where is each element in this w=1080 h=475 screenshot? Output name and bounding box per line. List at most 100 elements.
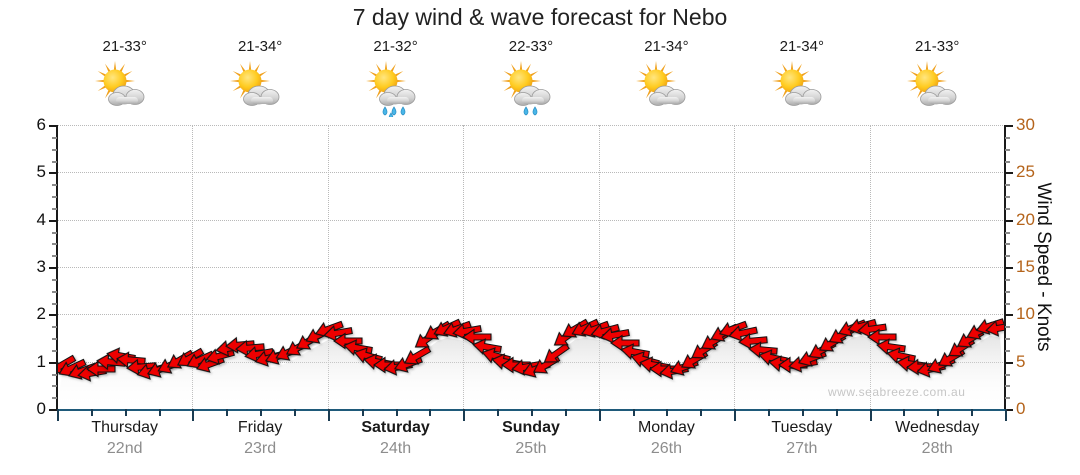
left-axis-line	[56, 125, 58, 409]
x-axis-day-tick	[869, 409, 872, 421]
left-axis-minor-tick	[52, 373, 57, 376]
x-axis-tick	[801, 409, 804, 416]
right-axis-tick-label: 10	[1016, 304, 1035, 324]
left-axis-tick	[49, 361, 57, 364]
right-axis-minor-tick	[1005, 397, 1010, 400]
left-axis-minor-tick	[52, 184, 57, 187]
right-axis-tick-label: 0	[1016, 399, 1026, 418]
wind-arrow	[400, 341, 435, 372]
x-axis-tick	[768, 409, 770, 416]
x-axis-tick	[361, 409, 364, 416]
gridline-horizontal	[57, 219, 1005, 221]
x-axis-tick	[90, 409, 93, 416]
left-axis-minor-tick	[52, 326, 57, 329]
wind-arrow	[86, 360, 116, 378]
x-axis-tick	[395, 409, 398, 416]
day-header-saturday: 21-32°	[328, 38, 463, 122]
right-axis-tick-label: 5	[1016, 351, 1026, 371]
gridline-day-boundary	[734, 125, 736, 409]
gridline-horizontal	[57, 314, 1005, 316]
x-axis-day-tick	[734, 409, 737, 421]
day-date: 22nd	[106, 440, 143, 457]
temperature-range: 21-34°	[237, 38, 283, 55]
sun-cloud-icon	[229, 59, 291, 117]
left-axis-minor-tick	[52, 385, 57, 388]
gridline-horizontal	[57, 267, 1005, 268]
x-axis-day-tick	[1005, 409, 1007, 421]
right-axis-minor-tick	[1005, 290, 1010, 293]
x-axis-day-tick	[327, 409, 330, 421]
right-axis-minor-tick	[1005, 184, 1010, 187]
left-axis-tick-label: 5	[36, 162, 46, 182]
left-axis-minor-tick	[52, 338, 57, 340]
day-name: Saturday	[361, 419, 430, 436]
right-axis-minor-tick	[1005, 326, 1010, 329]
day-header-wednesday: 21-33°	[870, 38, 1005, 122]
right-axis-minor-tick	[1005, 136, 1010, 139]
day-header-tuesday: 21-34°	[734, 38, 869, 122]
x-axis-tick	[226, 409, 229, 416]
temperature-range: 21-34°	[779, 38, 824, 55]
right-axis-minor-tick	[1005, 243, 1010, 246]
left-axis-minor-tick	[52, 397, 57, 400]
day-header-thursday: 21-33°	[57, 38, 192, 122]
right-axis-minor-tick	[1005, 278, 1010, 281]
x-axis-tick	[903, 409, 906, 416]
day-name: Thursday	[91, 419, 159, 436]
day-name: Tuesday	[771, 419, 833, 436]
day-header-friday: 21-34°	[192, 38, 327, 122]
left-axis-minor-tick	[52, 160, 57, 163]
left-axis-minor-tick	[52, 231, 57, 234]
right-axis-tick	[1005, 172, 1013, 175]
x-axis-tick	[632, 409, 635, 416]
day-footer-strip: Thursday 22nd Friday 23rd Saturday 24th Sunday…	[57, 417, 1005, 467]
right-axis-minor-tick	[1005, 373, 1010, 376]
day-footer-sunday: Sunday 25th	[463, 417, 598, 467]
right-axis-minor-tick	[1005, 207, 1010, 210]
gridline-horizontal	[57, 125, 1005, 126]
gridline-day-boundary	[463, 125, 465, 409]
day-footer-wednesday: Wednesday 28th	[870, 417, 1005, 467]
temperature-range: 22-33°	[508, 38, 554, 55]
left-axis-minor-tick	[52, 196, 57, 198]
x-axis-tick	[666, 409, 669, 416]
left-axis-minor-tick	[52, 349, 57, 352]
day-date: 28th	[921, 440, 953, 457]
day-date: 24th	[379, 440, 412, 457]
left-axis-tick	[49, 267, 57, 269]
wind-arrow	[333, 332, 363, 350]
right-axis-minor-tick	[1005, 349, 1010, 352]
left-axis-minor-tick	[52, 207, 57, 210]
x-axis-day-tick	[463, 409, 466, 421]
wind-arrow	[538, 338, 573, 370]
gridline-horizontal	[57, 172, 1005, 174]
right-axis-tick	[1005, 409, 1013, 411]
right-axis-minor-tick	[1005, 255, 1010, 258]
left-axis-tick-label: 2	[36, 304, 46, 324]
sun-cloud-icon	[906, 59, 968, 117]
right-axis-tick-label: 25	[1016, 162, 1035, 182]
day-name: Monday	[637, 419, 695, 436]
left-axis-tick	[49, 314, 57, 317]
wind-arrow	[845, 313, 879, 338]
day-footer-tuesday: Tuesday 27th	[734, 417, 869, 467]
x-axis-tick	[971, 409, 974, 416]
sun-cloud-rain-heavy-icon	[365, 59, 427, 117]
gridline-day-boundary	[598, 125, 600, 409]
day-name: Wednesday	[895, 419, 980, 436]
day-name: Sunday	[502, 419, 560, 436]
left-axis-minor-tick	[52, 255, 57, 258]
right-axis-tick-label: 20	[1016, 209, 1035, 229]
day-header-monday: 21-34°	[599, 38, 734, 122]
gridline-day-boundary	[327, 125, 329, 409]
left-axis-tick-label: 3	[36, 257, 46, 276]
right-axis-minor-tick	[1005, 385, 1010, 388]
day-footer-friday: Friday 23rd	[192, 417, 327, 467]
x-axis-tick	[564, 409, 567, 416]
left-axis-tick-label: 4	[36, 209, 46, 229]
day-name: Friday	[237, 419, 283, 436]
day-date: 27th	[786, 440, 818, 457]
left-axis-tick-label: 0	[36, 399, 46, 418]
x-axis-tick	[497, 409, 500, 416]
left-axis-tick	[49, 219, 57, 222]
